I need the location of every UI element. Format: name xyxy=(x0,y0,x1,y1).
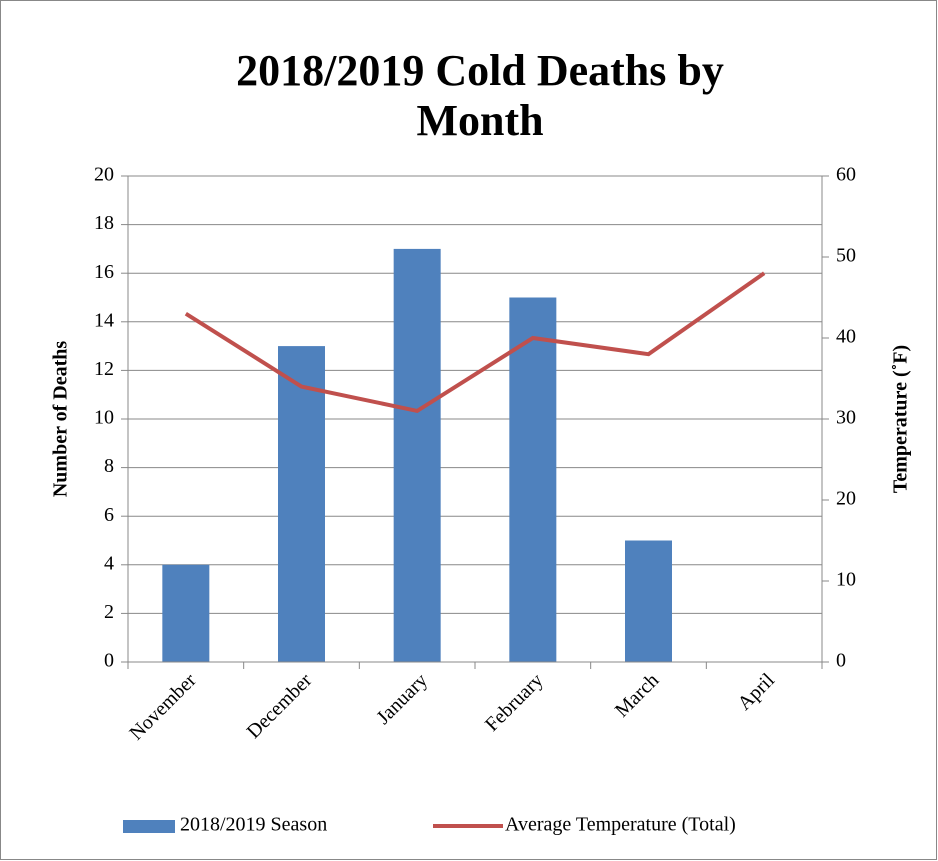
bar xyxy=(625,540,672,662)
y2-tick-label: 30 xyxy=(836,407,856,429)
y-axis-title: Number of Deaths xyxy=(50,341,72,498)
chart-title: Month xyxy=(416,96,543,145)
legend-label: Average Temperature (Total) xyxy=(505,814,736,836)
y-tick-label: 14 xyxy=(94,309,114,331)
y-tick-label: 12 xyxy=(94,358,114,380)
chart-title: 2018/2019 Cold Deaths by xyxy=(236,46,724,95)
y-tick-label: 10 xyxy=(94,407,114,429)
y2-tick-label: 20 xyxy=(836,488,856,510)
bar xyxy=(162,564,210,662)
bar xyxy=(278,346,325,662)
bar xyxy=(509,297,557,662)
y2-axis-title: Temperature (˚F) xyxy=(890,345,912,493)
y2-tick-label: 50 xyxy=(836,245,856,267)
y2-tick-label: 0 xyxy=(836,650,846,672)
y-tick-label: 0 xyxy=(104,650,114,672)
y-tick-label: 16 xyxy=(94,261,114,283)
y-tick-label: 18 xyxy=(94,212,114,234)
legend-label: 2018/2019 Season xyxy=(180,814,327,836)
bar xyxy=(393,248,441,662)
line xyxy=(184,271,766,414)
legend-swatch xyxy=(123,820,175,833)
y-tick-label: 4 xyxy=(104,552,114,574)
y2-tick-label: 60 xyxy=(836,164,856,186)
y-tick-label: 2 xyxy=(104,601,114,623)
y-tick-label: 8 xyxy=(104,455,114,477)
y2-tick-label: 40 xyxy=(836,326,856,348)
y2-tick-label: 10 xyxy=(836,569,856,591)
y-tick-label: 20 xyxy=(94,164,114,186)
y-tick-label: 6 xyxy=(104,504,114,526)
